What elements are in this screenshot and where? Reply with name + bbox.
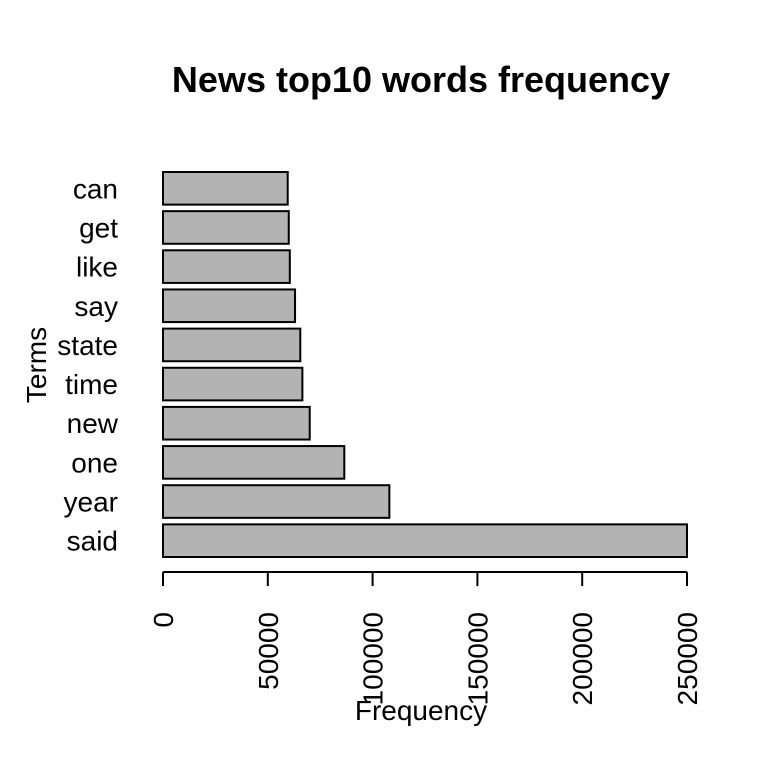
x-tick-label-100000: 100000	[358, 612, 389, 705]
x-tick-label-150000: 150000	[462, 612, 493, 705]
bars-layer	[162, 171, 688, 558]
category-label-get: get	[79, 212, 118, 243]
bar-can	[162, 171, 289, 206]
bar-one	[162, 445, 346, 480]
x-axis: 0 50000 100000 150000 200000 250000	[148, 571, 703, 705]
bar-year	[162, 484, 391, 519]
category-labels-layer: said year one new time state say like get can	[57, 173, 118, 556]
category-label-like: like	[76, 252, 118, 283]
category-label-say: say	[74, 291, 118, 322]
x-axis-label: Frequency	[355, 695, 487, 726]
x-tick-label-200000: 200000	[567, 612, 598, 705]
category-label-said: said	[67, 526, 118, 557]
bar-get	[162, 210, 290, 245]
bar-like	[162, 249, 291, 284]
bar-time	[162, 366, 304, 402]
bar-state	[162, 327, 302, 363]
category-label-year: year	[64, 487, 118, 518]
bar-new	[162, 405, 311, 441]
chart-title: News top10 words frequency	[172, 59, 670, 100]
x-tick-label-0: 0	[148, 612, 179, 628]
bar-said	[162, 523, 688, 558]
category-label-one: one	[71, 447, 118, 478]
category-label-time: time	[65, 369, 118, 400]
x-tick-label-250000: 250000	[672, 612, 703, 705]
category-label-state: state	[57, 330, 118, 361]
bar-say	[162, 288, 297, 324]
category-label-can: can	[73, 173, 118, 204]
x-tick-label-50000: 50000	[253, 612, 284, 690]
y-axis-label: Terms	[21, 327, 52, 403]
category-label-new: new	[67, 408, 119, 439]
